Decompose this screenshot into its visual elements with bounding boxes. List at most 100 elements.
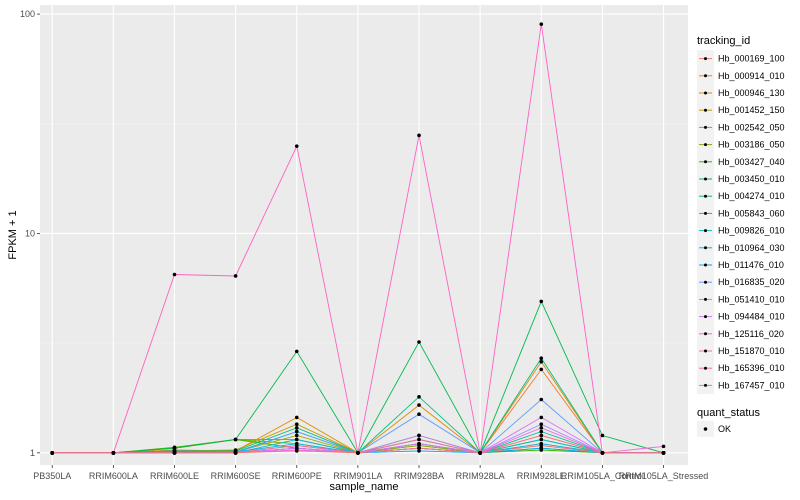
data-point <box>233 451 238 455</box>
data-point <box>294 437 299 442</box>
data-point <box>600 433 605 438</box>
legend: Hb_000169_100 Hb_000914_010 Hb_000946_130 H… <box>697 50 785 394</box>
data-point <box>294 443 299 448</box>
data-point <box>539 433 544 438</box>
x-tick-label: RRIM600LE <box>150 471 199 481</box>
data-point <box>233 437 238 442</box>
legend-item-label: Hb_004274_010 <box>718 191 785 201</box>
data-point <box>294 422 299 427</box>
legend-key-dot <box>704 229 707 233</box>
legend-item-label: Hb_010964_030 <box>718 243 785 253</box>
points-legend-title: quant_status <box>697 407 760 419</box>
legend-key-dot <box>704 315 707 319</box>
data-point <box>294 449 299 453</box>
legend-item-label: Hb_016835_020 <box>718 277 785 287</box>
data-point <box>417 433 421 438</box>
legend-title: tracking_id <box>697 35 750 47</box>
y-axis-ticks: 1 10 100 <box>20 9 40 458</box>
y-tick-label: 100 <box>20 9 35 19</box>
legend-item-label: Hb_011476_010 <box>718 260 784 270</box>
legend-item-label: Hb_002542_050 <box>718 122 785 132</box>
legend-item-label: Hb_003186_050 <box>718 140 785 150</box>
x-tick-label: RRIM928BA <box>394 471 444 481</box>
x-tick-label: RRIM105LA_Stressed <box>619 471 709 481</box>
legend-key-dot <box>704 366 707 370</box>
data-point <box>539 422 544 427</box>
legend-item-label: Hb_051410_010 <box>718 294 785 304</box>
data-point <box>417 340 421 344</box>
data-point <box>417 133 421 138</box>
y-axis-title: FPKM + 1 <box>7 210 19 259</box>
data-point <box>417 395 421 399</box>
data-point <box>417 449 421 453</box>
data-point <box>111 451 116 455</box>
data-point <box>172 272 177 277</box>
x-tick-label: RRIM901LA <box>333 471 382 481</box>
data-point <box>294 415 299 420</box>
legend-key-dot <box>704 246 707 250</box>
data-point <box>417 403 421 407</box>
data-point <box>539 443 544 448</box>
legend-key-dot <box>704 383 707 387</box>
legend-item-label: Hb_125116_020 <box>718 329 784 339</box>
data-point <box>417 412 421 416</box>
data-point <box>233 274 238 278</box>
data-point <box>356 451 360 455</box>
points-legend-label: OK <box>718 424 731 434</box>
legend-item-label: Hb_165396_010 <box>718 363 785 373</box>
data-point <box>600 451 605 455</box>
legend-key-dot <box>704 160 707 164</box>
x-axis-title: sample_name <box>329 481 398 493</box>
data-point <box>172 446 177 450</box>
x-tick-label: RRIM600LA <box>89 471 138 481</box>
legend-key-dot <box>704 349 707 353</box>
data-point <box>539 299 544 304</box>
data-point <box>539 356 544 360</box>
x-tick-label: RRIM600PE <box>272 471 322 481</box>
legend-key-dot <box>704 91 707 95</box>
x-tick-label: RRIM928LA <box>456 471 505 481</box>
legend-item-label: Hb_000914_010 <box>718 71 785 81</box>
data-point <box>50 451 55 455</box>
legend-item-label: Hb_094484_010 <box>718 312 785 322</box>
x-tick-label: RRIM600SE <box>211 471 261 481</box>
legend-key-dot <box>704 57 707 61</box>
data-point <box>539 359 544 364</box>
points-legend-key <box>697 421 714 437</box>
legend-item-label: Hb_001452_150 <box>718 105 785 115</box>
data-point <box>478 451 482 455</box>
legend-key-dot <box>704 263 707 267</box>
data-point <box>294 426 299 430</box>
data-point <box>539 426 544 430</box>
x-tick-label: RRIM928LE <box>517 471 566 481</box>
data-point <box>417 437 421 442</box>
y-tick-label: 10 <box>25 228 35 238</box>
legend-key-dot <box>704 332 707 336</box>
panel-background <box>40 5 688 465</box>
legend-item-label: Hb_003450_010 <box>718 174 785 184</box>
points-layer <box>50 22 666 455</box>
y-tick-label: 1 <box>30 448 35 458</box>
data-point <box>539 437 544 442</box>
points-legend-dot <box>703 427 708 431</box>
data-point <box>294 144 299 148</box>
legend-item-label: Hb_009826_010 <box>718 226 785 236</box>
legend-item-label: Hb_005843_060 <box>718 208 785 218</box>
data-point <box>661 444 666 449</box>
data-point <box>539 446 544 450</box>
legend-key-dot <box>704 297 707 301</box>
data-point <box>539 22 544 26</box>
data-point <box>417 441 421 446</box>
legend-key-dot <box>704 108 707 112</box>
legend-key-dot <box>704 143 707 147</box>
x-axis-ticks: PB350LA RRIM600LA RRIM600LE RRIM600SE RRIM60… <box>33 465 708 481</box>
x-tick-label: PB350LA <box>33 471 71 481</box>
grid-minor <box>40 123 688 344</box>
data-point <box>294 349 299 354</box>
legend-item-label: Hb_151870_010 <box>718 346 785 356</box>
x-tick-label: RRIM105LA_Control <box>561 471 644 481</box>
data-point <box>417 446 421 450</box>
data-point <box>539 429 544 434</box>
legend-key-dot <box>704 125 707 129</box>
